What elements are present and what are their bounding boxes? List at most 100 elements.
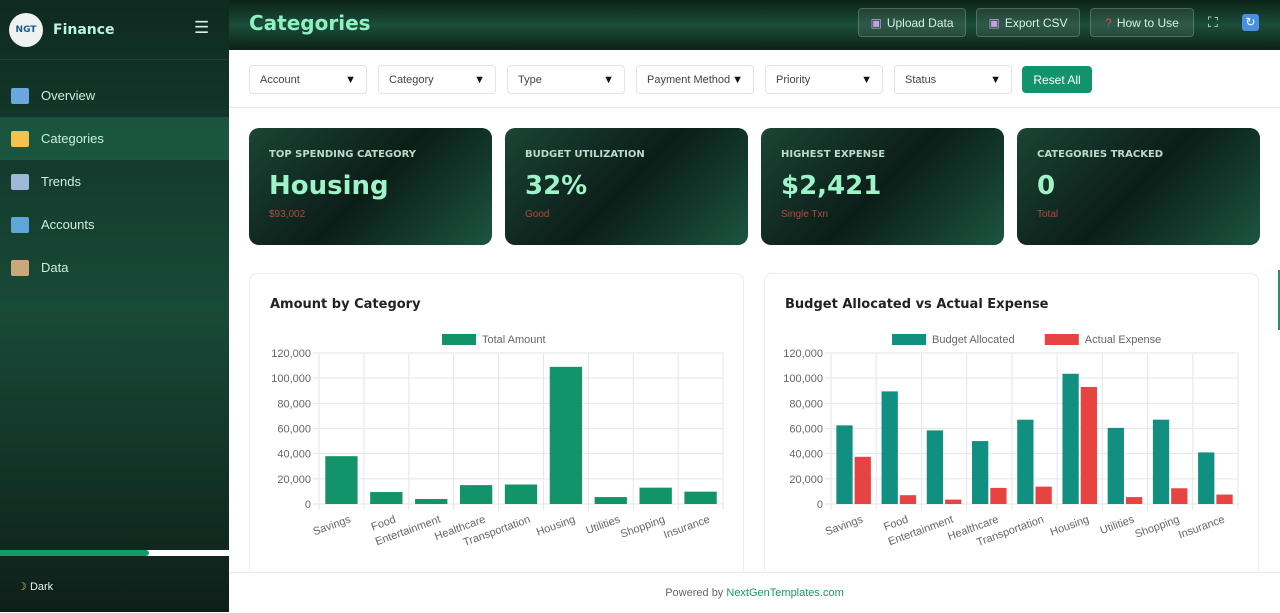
filter-label: Account [260,73,300,86]
page-title: Categories [249,11,371,35]
bar-housing-budget-allocated [1062,373,1079,504]
x-tick-label: Housing [1049,514,1091,539]
bar-savings-total-amount [325,456,358,504]
filter-account[interactable]: Account ▼ [249,65,367,94]
export-csv-button[interactable]: ▣ Export CSV [976,8,1080,37]
filter-label: Type [518,73,542,86]
filter-label: Priority [776,73,811,86]
sidebar-item-overview[interactable]: Overview [0,74,229,117]
kpi-card: CATEGORIES TRACKED 0 Total [1017,128,1260,245]
y-tick-label: 60,000 [789,424,823,436]
x-tick-label: Savings [312,513,353,538]
filter-label: Category [389,73,434,86]
filter-category[interactable]: Category ▼ [378,65,496,94]
budget-vs-actual-chart: Budget Allocated Actual Expense 0 20,000 40,… [783,334,1239,549]
reset-all-button[interactable]: Reset All [1022,66,1092,93]
x-tick-label: Savings [824,513,865,538]
sidebar-item-categories[interactable]: Categories [0,117,229,160]
sidebar: NGT Finance ☰ Overview Categories Trends Ac… [0,0,229,612]
x-tick-label: Insurance [662,514,712,542]
bar-transportation-budget-allocated [1017,419,1034,504]
bar-housing-total-amount [549,366,583,504]
filter-type[interactable]: Type ▼ [507,65,625,94]
sidebar-item-accounts[interactable]: Accounts [0,203,229,246]
sidebar-item-label: Categories [41,131,104,146]
footer-text: Powered by [665,587,727,599]
bar-savings-budget-allocated [836,425,853,504]
y-tick-label: 0 [817,499,823,511]
theme-toggle[interactable]: ☽ Dark [17,580,53,593]
bar-entertainment-total-amount [415,498,448,504]
kpi-subtext: $93,002 [269,209,306,220]
y-tick-label: 40,000 [277,449,311,461]
how-to-use-button[interactable]: ? How to Use [1090,8,1194,37]
button-label: Export CSV [1004,15,1068,30]
x-tick-label: Shopping [1133,514,1181,541]
upload-data-button[interactable]: ▣ Upload Data [858,8,966,37]
header: Categories ▣ Upload Data ▣ Export CSV ? How… [229,0,1280,50]
caret-down-icon: ▼ [474,73,485,86]
kpi-card: HIGHEST EXPENSE $2,421 Single Txn [761,128,1004,245]
scrollbar-thumb[interactable] [0,550,149,556]
filter-status[interactable]: Status ▼ [894,65,1012,94]
bar-savings-actual-expense [854,456,871,504]
bar-insurance-budget-allocated [1198,452,1215,504]
clipboard-icon [11,259,29,276]
footer-link[interactable]: NextGenTemplates.com [726,587,844,599]
y-tick-label: 80,000 [789,398,823,410]
amount-by-category-panel: Amount by Category Total Amount 0 20,000 40… [249,273,744,583]
page-scrollbar[interactable] [1278,270,1280,330]
refresh-icon[interactable]: ↻ [1242,14,1259,31]
x-tick-label: Insurance [1177,514,1227,542]
bar-food-actual-expense [899,495,917,504]
moon-icon: ☽ [17,581,27,593]
filter-priority[interactable]: Priority ▼ [765,65,883,94]
bar-shopping-budget-allocated [1152,419,1170,504]
footer: Powered by NextGenTemplates.com [229,572,1280,612]
legend-label: Actual Expense [1085,334,1161,346]
y-tick-label: 0 [305,499,311,511]
chart-title: Budget Allocated vs Actual Expense [785,297,1049,312]
kpi-subtext: Total [1037,209,1059,220]
sidebar-item-data[interactable]: Data [0,246,229,289]
y-tick-label: 100,000 [271,373,311,385]
filter-payment-method[interactable]: Payment Method ▼ [636,65,754,94]
bar-healthcare-actual-expense [990,487,1007,504]
sidebar-item-label: Accounts [41,217,95,232]
x-tick-label: Utilities [584,513,622,537]
kpi-label: TOP SPENDING CATEGORY [269,149,417,160]
theme-label: Dark [29,581,54,593]
fullscreen-icon[interactable]: ⛶ [1208,14,1218,30]
y-tick-label: 60,000 [277,424,311,436]
caret-down-icon: ▼ [345,73,356,86]
bar-healthcare-budget-allocated [971,441,989,504]
brand-name: Finance [53,21,115,38]
chart-title: Amount by Category [270,297,421,312]
amount-by-category-chart: Total Amount 0 20,000 40,000 60,000 80,000 100… [271,334,724,549]
filter-bar: Reset All Account ▼ Category ▼ Type ▼ Payment … [229,50,1280,108]
caret-down-icon: ▼ [990,73,1001,86]
y-tick-label: 100,000 [783,373,823,385]
y-tick-label: 40,000 [789,449,823,461]
sidebar-item-label: Trends [41,174,81,189]
bar-food-budget-allocated [881,391,898,504]
button-label: How to Use [1116,15,1179,30]
caret-down-icon: ▼ [861,73,872,86]
folder-icon [11,130,29,147]
inbox-icon: ▣ [870,15,882,30]
filter-label: Status [905,73,937,86]
legend-swatch [1044,334,1079,345]
bar-entertainment-budget-allocated [926,430,944,504]
caret-down-icon: ▼ [603,73,614,86]
kpi-label: HIGHEST EXPENSE [781,149,886,160]
bar-food-total-amount [370,492,403,504]
sidebar-scrollbar[interactable] [0,550,229,556]
kpi-subtext: Single Txn [781,209,829,220]
sidebar-item-label: Data [41,260,69,275]
caret-down-icon: ▼ [732,73,743,86]
sidebar-item-label: Overview [41,88,96,103]
menu-toggle-icon[interactable]: ☰ [194,18,210,37]
trend-chart-icon [11,173,29,190]
brand: NGT Finance [0,0,229,60]
sidebar-item-trends[interactable]: Trends [0,160,229,203]
